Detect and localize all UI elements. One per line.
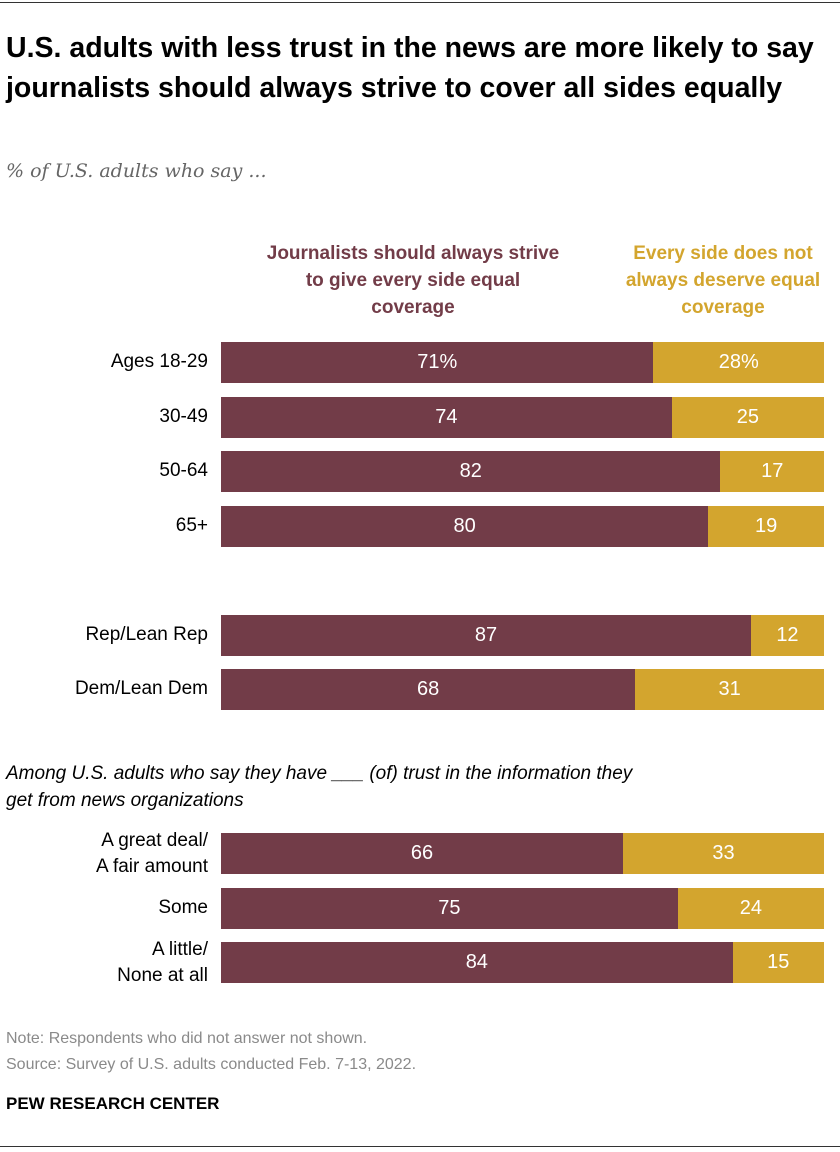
bar-series-1-row-9: [221, 942, 733, 983]
bar-series-1-row-4: [221, 506, 709, 547]
legend-series-2: Every side does not always deserve equal…: [625, 243, 821, 318]
bar-series-2-row-1: [653, 342, 824, 383]
source: Source: Survey of U.S. adults conducted …: [6, 1056, 417, 1073]
bar-series-2-row-5: [750, 615, 824, 656]
bar-series-2-row-7: [623, 833, 824, 874]
brand-logo-text: PEW RESEARCH CENTER: [6, 1094, 220, 1113]
note: Note: Respondents who did not answer not…: [6, 1030, 368, 1047]
data-label-series-1-row-9: 84: [465, 951, 488, 973]
data-label-series-2-row-8: 24: [739, 897, 763, 919]
data-label-series-1-row-8: 75: [438, 897, 461, 919]
chart-subtitle: % of U.S. adults who say ...: [6, 160, 267, 182]
data-label-series-1-row-1: 71%: [417, 351, 458, 373]
category-label-6: Dem/Lean Dem: [74, 678, 208, 699]
category-label-2: 30-49: [159, 406, 208, 427]
bar-series-1-row-3: [221, 451, 721, 492]
bar-series-2-row-4: [708, 506, 824, 547]
data-label-series-1-row-4: 80: [453, 515, 476, 537]
category-label-5: Rep/Lean Rep: [85, 624, 208, 645]
bar-series-1-row-1: [221, 342, 654, 383]
bar-series-2-row-2: [671, 397, 824, 438]
data-label-series-1-row-7: 66: [410, 842, 434, 864]
group-label: Among U.S. adults who say they have ___ …: [6, 763, 633, 811]
data-label-series-1-row-5: 87: [474, 624, 498, 646]
category-label-7: A great deal/ A fair amount: [96, 830, 208, 877]
data-label-series-1-row-3: 82: [459, 460, 482, 482]
data-label-series-1-row-6: 68: [416, 678, 440, 700]
data-label-series-2-row-4: 19: [755, 515, 778, 537]
data-label-series-2-row-9: 15: [767, 951, 790, 973]
category-label-9: A little/ None at all: [117, 939, 208, 986]
legend-series-1: Journalists should always strive to give…: [266, 243, 560, 318]
data-label-series-2-row-5: 12: [776, 624, 799, 646]
category-label-3: 50-64: [159, 460, 208, 481]
bar-series-2-row-3: [720, 451, 824, 492]
category-label-8: Some: [158, 897, 208, 918]
bar-series-2-row-6: [635, 669, 824, 710]
bar-series-1-row-8: [221, 888, 678, 929]
data-label-series-2-row-7: 33: [712, 842, 735, 864]
bar-series-2-row-9: [732, 942, 824, 983]
chart-title: U.S. adults with less trust in the news …: [6, 32, 814, 104]
bar-series-1-row-7: [221, 833, 623, 874]
bar-series-1-row-5: [221, 615, 751, 656]
bar-series-1-row-6: [221, 669, 636, 710]
bar-series-1-row-2: [221, 397, 672, 438]
top-rule: [0, 2, 840, 3]
data-label-series-2-row-2: 25: [736, 406, 759, 428]
category-label-1: Ages 18-29: [110, 351, 208, 372]
bar-series-2-row-8: [677, 888, 824, 929]
category-label-4: 65+: [175, 515, 208, 536]
bottom-rule: [0, 1146, 840, 1147]
data-label-series-1-row-2: 74: [435, 406, 458, 428]
data-label-series-2-row-1: 28%: [718, 351, 759, 373]
data-label-series-2-row-3: 17: [761, 460, 784, 482]
data-label-series-2-row-6: 31: [718, 678, 741, 700]
